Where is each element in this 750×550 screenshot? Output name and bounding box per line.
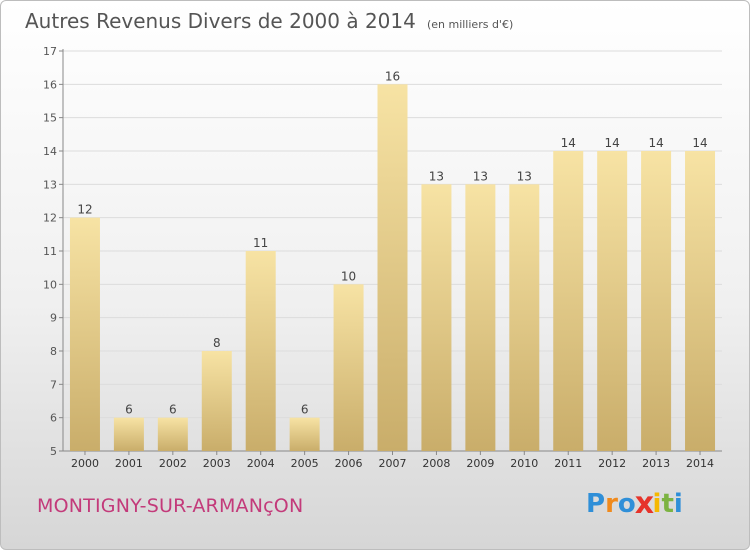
data-label: 14 bbox=[692, 136, 707, 150]
y-tick-label: 16 bbox=[43, 78, 57, 91]
bar bbox=[465, 184, 496, 452]
x-tick-label: 2000 bbox=[71, 457, 99, 470]
x-tick-label: 2006 bbox=[335, 457, 363, 470]
y-tick-label: 8 bbox=[50, 345, 57, 358]
logo-letter: i bbox=[673, 489, 683, 519]
logo-letter: o bbox=[617, 489, 636, 519]
logo-letter: t bbox=[661, 489, 674, 519]
data-label: 13 bbox=[517, 169, 532, 183]
bar bbox=[685, 151, 716, 451]
data-label: 13 bbox=[429, 169, 444, 183]
x-tick-label: 2007 bbox=[379, 457, 407, 470]
x-tick-label: 2013 bbox=[642, 457, 670, 470]
data-label: 8 bbox=[213, 336, 221, 350]
chart-title-row: Autres Revenus Divers de 2000 à 2014 (en… bbox=[25, 9, 513, 33]
bar bbox=[157, 417, 188, 451]
data-label: 12 bbox=[77, 203, 92, 217]
data-label: 6 bbox=[125, 403, 133, 417]
data-label: 13 bbox=[473, 169, 488, 183]
logo-letter: P bbox=[586, 489, 606, 519]
bar bbox=[553, 151, 584, 451]
bar bbox=[333, 284, 364, 451]
chart-title: Autres Revenus Divers de 2000 à 2014 bbox=[25, 9, 416, 33]
data-label: 6 bbox=[169, 403, 177, 417]
x-tick-label: 2009 bbox=[466, 457, 494, 470]
bar bbox=[421, 184, 452, 452]
bar bbox=[377, 84, 408, 451]
y-tick-label: 7 bbox=[50, 378, 57, 391]
chart-unit-label: (en milliers d'€) bbox=[426, 18, 514, 31]
proxiti-logo: Proxiti bbox=[586, 486, 683, 522]
y-tick-label: 10 bbox=[43, 278, 57, 291]
y-tick-label: 11 bbox=[43, 245, 57, 258]
data-label: 11 bbox=[253, 236, 268, 250]
bar bbox=[69, 217, 100, 451]
bar bbox=[641, 151, 672, 451]
bar bbox=[509, 184, 540, 452]
x-tick-label: 2010 bbox=[510, 457, 538, 470]
data-label: 10 bbox=[341, 269, 356, 283]
x-tick-label: 2012 bbox=[598, 457, 626, 470]
bar bbox=[201, 351, 232, 451]
logo-letter: i bbox=[652, 489, 662, 519]
data-label: 16 bbox=[385, 69, 400, 83]
x-tick-label: 2011 bbox=[554, 457, 582, 470]
y-tick-label: 5 bbox=[50, 445, 57, 458]
data-label: 14 bbox=[605, 136, 620, 150]
x-tick-label: 2003 bbox=[203, 457, 231, 470]
town-name: MONTIGNY-SUR-ARMANçON bbox=[37, 495, 304, 517]
y-tick-label: 13 bbox=[43, 178, 57, 191]
x-tick-label: 2005 bbox=[291, 457, 319, 470]
y-tick-label: 17 bbox=[43, 45, 57, 58]
x-tick-label: 2001 bbox=[115, 457, 143, 470]
data-label: 14 bbox=[648, 136, 663, 150]
x-tick-label: 2014 bbox=[686, 457, 714, 470]
logo-letter: r bbox=[605, 489, 618, 519]
data-label: 6 bbox=[301, 403, 309, 417]
bar bbox=[245, 251, 276, 451]
x-tick-label: 2002 bbox=[159, 457, 187, 470]
bar bbox=[113, 417, 144, 451]
y-tick-label: 9 bbox=[50, 312, 57, 325]
y-tick-label: 12 bbox=[43, 212, 57, 225]
y-tick-label: 14 bbox=[43, 145, 57, 158]
bar bbox=[597, 151, 628, 451]
y-tick-label: 15 bbox=[43, 112, 57, 125]
x-tick-label: 2004 bbox=[247, 457, 275, 470]
y-tick-label: 6 bbox=[50, 412, 57, 425]
bar bbox=[289, 417, 320, 451]
data-label: 14 bbox=[561, 136, 576, 150]
logo-letter: x bbox=[634, 486, 654, 522]
x-tick-label: 2008 bbox=[422, 457, 450, 470]
